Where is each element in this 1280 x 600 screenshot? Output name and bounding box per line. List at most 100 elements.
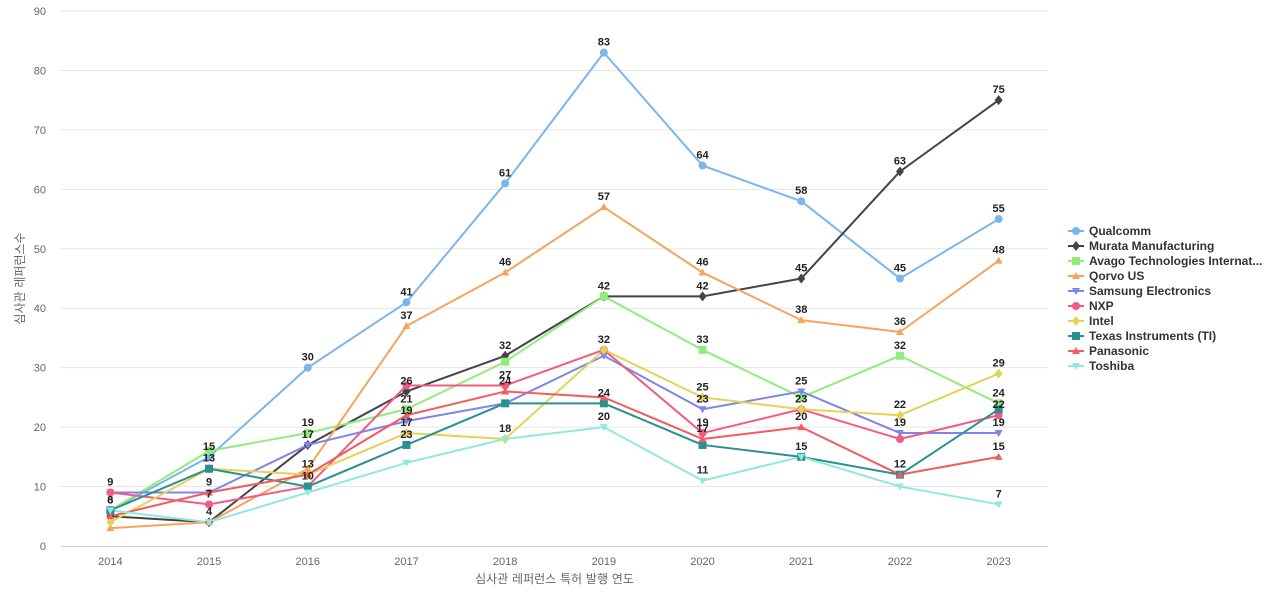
data-label: 7 <box>206 488 212 500</box>
x-tick-label: 2020 <box>690 556 714 568</box>
data-labels: 1530416183645845554172632424563756192142… <box>107 37 1005 519</box>
data-point <box>205 519 214 527</box>
data-label: 25 <box>696 381 708 393</box>
data-point <box>895 435 904 443</box>
data-point <box>797 197 806 206</box>
data-label: 9 <box>107 477 113 489</box>
data-point <box>205 488 214 496</box>
series-line-5 <box>110 348 999 506</box>
data-point <box>895 430 904 438</box>
series-line-2 <box>109 295 1000 512</box>
legend-label: Toshiba <box>1089 359 1134 373</box>
legend-item[interactable]: Avago Technologies Internat... <box>1068 254 1262 268</box>
data-point <box>106 517 115 528</box>
legend-item[interactable]: Qorvo US <box>1068 269 1144 283</box>
data-label: 36 <box>894 316 906 328</box>
data-point <box>698 477 707 485</box>
data-point <box>205 464 214 473</box>
data-point <box>599 292 608 301</box>
data-point <box>698 429 707 438</box>
data-point <box>797 316 806 324</box>
data-label: 4 <box>206 506 213 518</box>
data-point <box>599 424 608 432</box>
data-label: 32 <box>894 340 906 352</box>
legend-marker <box>1072 363 1080 370</box>
series-line-0 <box>109 51 1000 512</box>
data-label: 24 <box>993 387 1006 399</box>
legend-marker <box>1072 227 1080 235</box>
legend-item[interactable]: Samsung Electronics <box>1068 284 1211 298</box>
data-label: 19 <box>696 417 708 429</box>
data-label: 19 <box>993 417 1005 429</box>
legend-marker <box>1072 241 1080 251</box>
data-point <box>402 411 411 419</box>
legend-label: Panasonic <box>1089 344 1149 358</box>
data-point <box>994 256 1003 264</box>
data-label: 55 <box>993 203 1005 215</box>
data-point <box>698 161 707 170</box>
data-label: 21 <box>400 393 412 405</box>
data-label: 17 <box>302 429 314 441</box>
x-tick-label: 2022 <box>888 556 912 568</box>
data-label: 26 <box>400 375 412 387</box>
legend-marker <box>1072 302 1080 310</box>
legend-label: Texas Instruments (TI) <box>1089 329 1216 343</box>
data-point <box>797 273 806 284</box>
x-tick-labels: 2014 2015 2016 2017 2018 2019 2020 2021 2022 2023 <box>98 556 1011 568</box>
series-line-4 <box>110 354 999 494</box>
legend-item[interactable]: Murata Manufacturing <box>1068 239 1214 253</box>
legend-item[interactable]: Texas Instruments (TI) <box>1068 329 1216 343</box>
data-label: 20 <box>795 411 807 423</box>
y-tick-label: 60 <box>34 184 46 196</box>
legend-item[interactable]: Qualcomm <box>1068 224 1151 238</box>
gridlines <box>61 10 1048 488</box>
legend-item[interactable]: Toshiba <box>1068 359 1134 373</box>
data-point <box>994 399 1003 408</box>
data-label: 15 <box>203 441 215 453</box>
data-label: 13 <box>203 453 215 465</box>
data-label: 24 <box>499 375 512 387</box>
data-label: 27 <box>499 370 511 382</box>
data-label: 13 <box>302 459 314 471</box>
data-label: 15 <box>795 441 807 453</box>
data-label: 33 <box>696 334 708 346</box>
data-point <box>599 352 608 360</box>
data-label: 10 <box>302 471 314 483</box>
data-label: 3 <box>107 494 113 506</box>
x-tick-label: 2021 <box>789 556 813 568</box>
data-point <box>895 328 904 335</box>
data-point <box>402 322 411 330</box>
legend-item[interactable]: Intel <box>1068 314 1114 328</box>
legend-marker <box>1072 288 1080 295</box>
y-tick-label: 90 <box>34 6 46 18</box>
legend-label: Qualcomm <box>1089 224 1151 238</box>
data-point <box>402 381 411 390</box>
data-point <box>303 464 312 472</box>
legend-label: Avago Technologies Internat... <box>1089 254 1262 268</box>
data-label: 24 <box>598 387 611 399</box>
legend-marker <box>1072 257 1080 265</box>
data-point <box>106 507 115 515</box>
legend-label: NXP <box>1089 299 1114 313</box>
data-point <box>797 423 806 431</box>
data-point <box>994 95 1003 106</box>
data-label: 42 <box>696 280 708 292</box>
x-tick-label: 2019 <box>592 556 616 568</box>
data-point <box>599 344 608 355</box>
legend-marker <box>1072 332 1080 340</box>
legend-item[interactable]: NXP <box>1068 299 1114 313</box>
data-point <box>698 345 707 354</box>
x-tick-label: 2017 <box>394 556 418 568</box>
data-point <box>402 440 411 449</box>
data-point <box>205 500 214 509</box>
data-point <box>402 459 411 467</box>
data-label: 46 <box>499 257 511 269</box>
data-point <box>402 405 411 414</box>
legend-item[interactable]: Panasonic <box>1068 344 1149 358</box>
data-label: 75 <box>993 84 1005 96</box>
data-point <box>698 291 707 302</box>
data-point <box>501 436 510 443</box>
data-point <box>303 441 312 449</box>
data-point <box>303 363 312 372</box>
